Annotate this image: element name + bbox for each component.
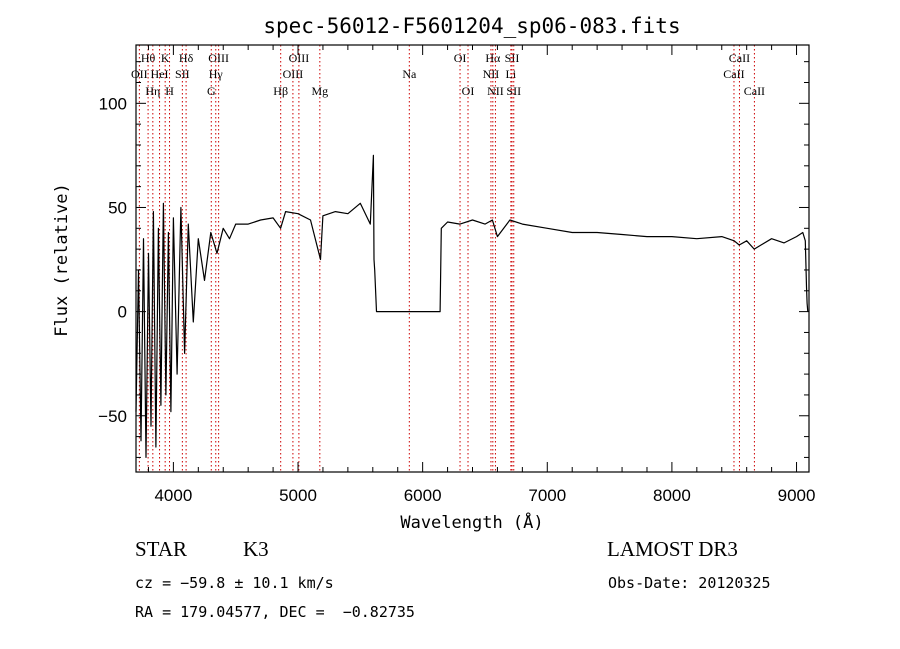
emission-line-label: Hβ (273, 84, 288, 98)
y-tick-label: 0 (118, 303, 127, 322)
emission-line-label: Mg (311, 84, 328, 98)
emission-line-label: NII (487, 84, 504, 98)
coordinates: RA = 179.04577, DEC = −0.82735 (135, 603, 415, 621)
emission-line-label: Hη (145, 84, 160, 98)
emission-line-label: CaII (729, 51, 750, 65)
emission-line-label: HeI (151, 67, 169, 81)
observation-date: Obs-Date: 20120325 (608, 574, 771, 592)
emission-line-label: OI (462, 84, 475, 98)
x-axis-label: Wavelength (Å) (400, 511, 543, 533)
emission-line-label: H (165, 84, 174, 98)
emission-line-label: CaII (744, 84, 765, 98)
x-tick-label: 7000 (528, 486, 566, 505)
object-class: STAR (135, 537, 187, 561)
spectrum-series (135, 154, 809, 458)
emission-line-label: Hγ (209, 67, 224, 81)
object-subclass: K3 (243, 537, 269, 561)
emission-line-label: Hθ (141, 51, 156, 65)
survey-name: LAMOST DR3 (607, 537, 738, 561)
x-axis-ticks: 4000 5000 6000 7000 8000 9000 (147, 45, 816, 505)
plot-frame (135, 44, 810, 473)
x-tick-label: 4000 (154, 486, 192, 505)
emission-line-label: Hα (485, 51, 501, 65)
emission-line-label: Hδ (179, 51, 194, 65)
emission-line-markers: HθOIIHηHeIKHSIIHδGOIIIHγHβOIIIOIIIMgNaOI… (131, 45, 765, 472)
y-tick-label: 100 (99, 94, 127, 113)
x-tick-label: 6000 (404, 486, 442, 505)
emission-line-label: OIII (289, 51, 310, 65)
emission-line-label: SII (505, 51, 520, 65)
emission-line-label: OIII (283, 67, 304, 81)
emission-line-label: SII (175, 67, 190, 81)
y-axis-label: Flux (relative) (52, 183, 72, 337)
emission-line-label: OIII (208, 51, 229, 65)
y-tick-label: 50 (108, 198, 127, 217)
emission-line-label: OII (131, 67, 148, 81)
y-tick-label: −50 (98, 407, 127, 426)
emission-line-label: K (161, 51, 170, 65)
redshift-value: cz = −59.8 ± 10.1 km/s (135, 574, 334, 592)
y-axis-ticks: −50 0 50 100 (98, 61, 809, 458)
emission-line-label: Li (506, 67, 517, 81)
x-tick-label: 9000 (778, 486, 816, 505)
emission-line-label: NII (483, 67, 500, 81)
x-tick-label: 8000 (653, 486, 691, 505)
emission-line-label: Na (402, 67, 417, 81)
emission-line-label: CaII (723, 67, 744, 81)
chart-title: spec-56012-F5601204_sp06-083.fits (263, 14, 680, 38)
emission-line-label: OI (454, 51, 467, 65)
emission-line-label: G (207, 84, 216, 98)
emission-line-label: SII (506, 84, 521, 98)
x-tick-label: 5000 (279, 486, 317, 505)
